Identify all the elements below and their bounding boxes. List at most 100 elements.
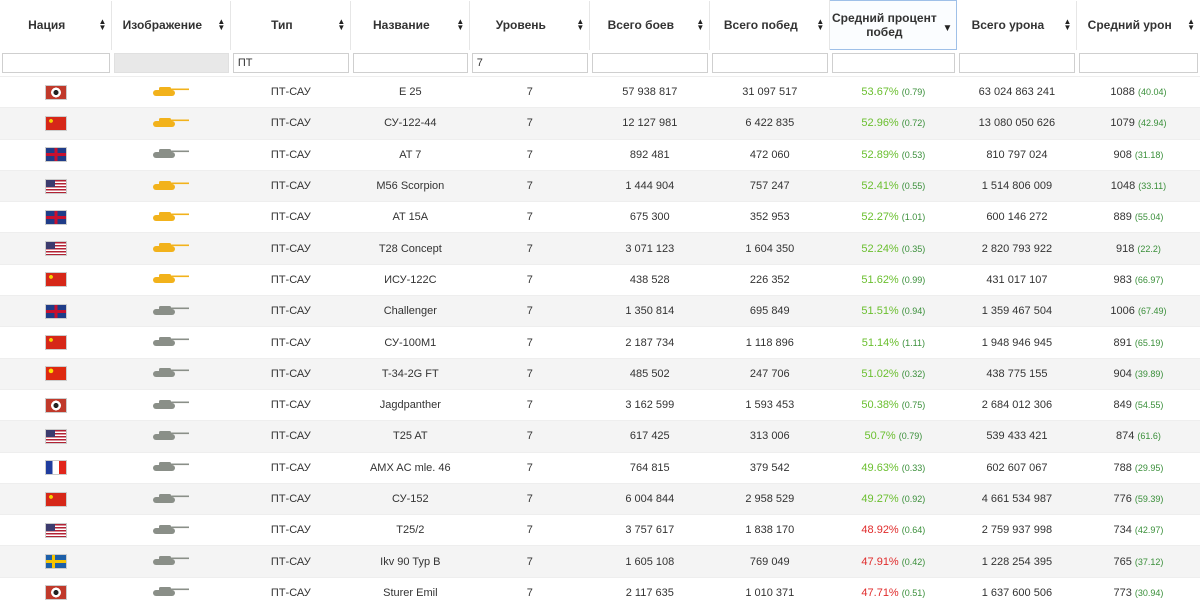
winrate-value: 52.27%	[861, 211, 898, 223]
flag-uk-icon	[45, 210, 67, 225]
winrate-delta: (0.53)	[902, 150, 926, 160]
cell-type: ПТ-САУ	[231, 264, 351, 295]
filter-damage-input[interactable]	[959, 53, 1075, 73]
cell-type: ПТ-САУ	[231, 77, 351, 108]
cell-type: ПТ-САУ	[231, 233, 351, 264]
cell-image	[112, 296, 231, 327]
winrate-delta: (0.79)	[902, 87, 926, 97]
col-header-type[interactable]: Тип▲▼	[231, 1, 351, 50]
avg-damage-value: 765	[1113, 556, 1131, 568]
cell-damage: 431 017 107	[957, 264, 1077, 295]
sort-icon[interactable]: ▲▼	[217, 19, 225, 31]
cell-battles: 1 444 904	[590, 170, 710, 201]
cell-wins: 379 542	[710, 452, 830, 483]
col-header-avg-damage[interactable]: Средний урон▲▼	[1077, 1, 1200, 50]
col-header-battles[interactable]: Всего боев▲▼	[590, 1, 710, 50]
cell-name: ИСУ-122С	[351, 264, 470, 295]
cell-wins: 1 604 350	[710, 233, 830, 264]
cell-winrate: 47.71% (0.51)	[830, 577, 957, 608]
cell-avg-damage: 1006 (67.49)	[1077, 296, 1200, 327]
cell-nation	[0, 577, 112, 608]
cell-avg-damage: 1088 (40.04)	[1077, 77, 1200, 108]
avg-damage-delta: (42.97)	[1135, 525, 1164, 535]
flag-germany-icon	[45, 85, 67, 100]
sort-desc-icon[interactable]: ▼	[943, 23, 953, 34]
cell-avg-damage: 849 (54.55)	[1077, 389, 1200, 420]
cell-battles: 892 481	[590, 139, 710, 170]
filter-name-input[interactable]	[353, 53, 468, 73]
winrate-delta: (0.92)	[902, 494, 926, 504]
cell-battles: 3 162 599	[590, 389, 710, 420]
flag-usa-icon	[45, 523, 67, 538]
cell-type: ПТ-САУ	[231, 421, 351, 452]
cell-avg-damage: 1079 (42.94)	[1077, 108, 1200, 139]
cell-avg-damage: 983 (66.97)	[1077, 264, 1200, 295]
cell-level: 7	[470, 389, 590, 420]
cell-winrate: 51.02% (0.32)	[830, 358, 957, 389]
winrate-value: 52.89%	[861, 149, 898, 161]
col-header-wins[interactable]: Всего побед▲▼	[710, 1, 830, 50]
sort-icon[interactable]: ▲▼	[456, 19, 464, 31]
filter-level-input[interactable]	[472, 53, 588, 73]
filter-wins-input[interactable]	[712, 53, 828, 73]
filter-avg-damage-input[interactable]	[1079, 53, 1198, 73]
sort-icon[interactable]: ▲▼	[1063, 19, 1071, 31]
sort-icon[interactable]: ▲▼	[1187, 19, 1195, 31]
sort-icon[interactable]: ▲▼	[98, 19, 106, 31]
sort-icon[interactable]: ▲▼	[576, 19, 584, 31]
cell-type: ПТ-САУ	[231, 483, 351, 514]
col-header-level[interactable]: Уровень▲▼	[470, 1, 590, 50]
col-header-label: Название	[373, 18, 430, 32]
cell-level: 7	[470, 264, 590, 295]
sort-icon[interactable]: ▲▼	[337, 19, 345, 31]
cell-image	[112, 452, 231, 483]
col-header-winrate[interactable]: Средний процент побед▼	[830, 1, 957, 50]
cell-name: M56 Scorpion	[351, 170, 470, 201]
cell-name: СУ-122-44	[351, 108, 470, 139]
sort-icon[interactable]: ▲▼	[816, 19, 824, 31]
col-header-image[interactable]: Изображение▲▼	[112, 1, 231, 50]
header-row: Нация▲▼ Изображение▲▼ Тип▲▼ Название ▲▼ У…	[0, 1, 1200, 50]
col-header-nation[interactable]: Нация▲▼	[0, 1, 112, 50]
sort-icon[interactable]: ▲▼	[696, 19, 704, 31]
filter-type-input[interactable]	[233, 53, 349, 73]
col-header-name[interactable]: Название ▲▼	[351, 1, 470, 50]
cell-type: ПТ-САУ	[231, 139, 351, 170]
winrate-delta: (0.64)	[902, 525, 926, 535]
col-header-damage[interactable]: Всего урона▲▼	[957, 1, 1077, 50]
cell-type: ПТ-САУ	[231, 452, 351, 483]
filter-nation-input[interactable]	[2, 53, 110, 73]
cell-battles: 2 187 734	[590, 327, 710, 358]
cell-level: 7	[470, 296, 590, 327]
cell-battles: 2 117 635	[590, 577, 710, 608]
cell-damage: 438 775 155	[957, 358, 1077, 389]
filter-battles-input[interactable]	[592, 53, 708, 73]
cell-winrate: 52.41% (0.55)	[830, 170, 957, 201]
cell-damage: 13 080 050 626	[957, 108, 1077, 139]
cell-wins: 31 097 517	[710, 77, 830, 108]
avg-damage-value: 983	[1113, 274, 1131, 286]
avg-damage-value: 889	[1113, 211, 1131, 223]
filter-winrate-input[interactable]	[832, 53, 955, 73]
cell-type: ПТ-САУ	[231, 358, 351, 389]
winrate-value: 49.63%	[861, 462, 898, 474]
cell-type: ПТ-САУ	[231, 577, 351, 608]
